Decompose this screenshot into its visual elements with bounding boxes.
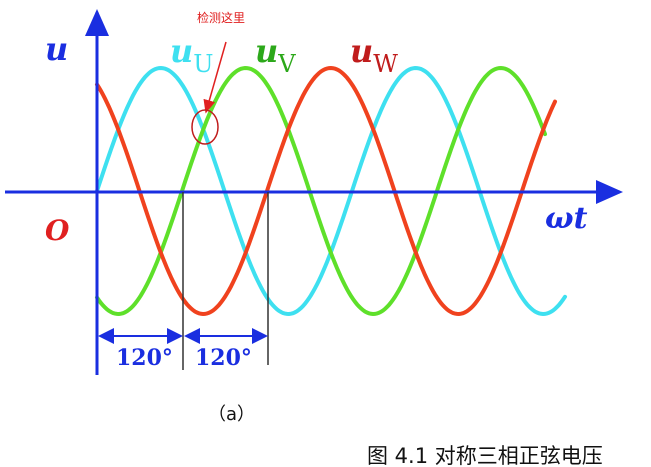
series-label-w: uW <box>350 32 398 78</box>
series-label-v: uV <box>255 32 296 78</box>
angle-label-1: 120° <box>116 345 173 371</box>
y-axis-label: u <box>45 30 68 68</box>
annotation-circle <box>191 109 219 145</box>
subfigure-label: （a） <box>208 404 255 425</box>
annotation-text: 检测这里 <box>197 10 245 25</box>
waveform-w <box>95 65 557 317</box>
annotation-arrow <box>203 41 227 114</box>
origin-label: O <box>45 214 70 247</box>
series-label-u: uU <box>170 32 214 78</box>
x-axis-label: ωt <box>545 201 588 236</box>
angle-label-2: 120° <box>195 345 252 371</box>
waveform-v <box>95 65 547 317</box>
figure-caption: 图 4.1 对称三相正弦电压 <box>367 444 603 467</box>
